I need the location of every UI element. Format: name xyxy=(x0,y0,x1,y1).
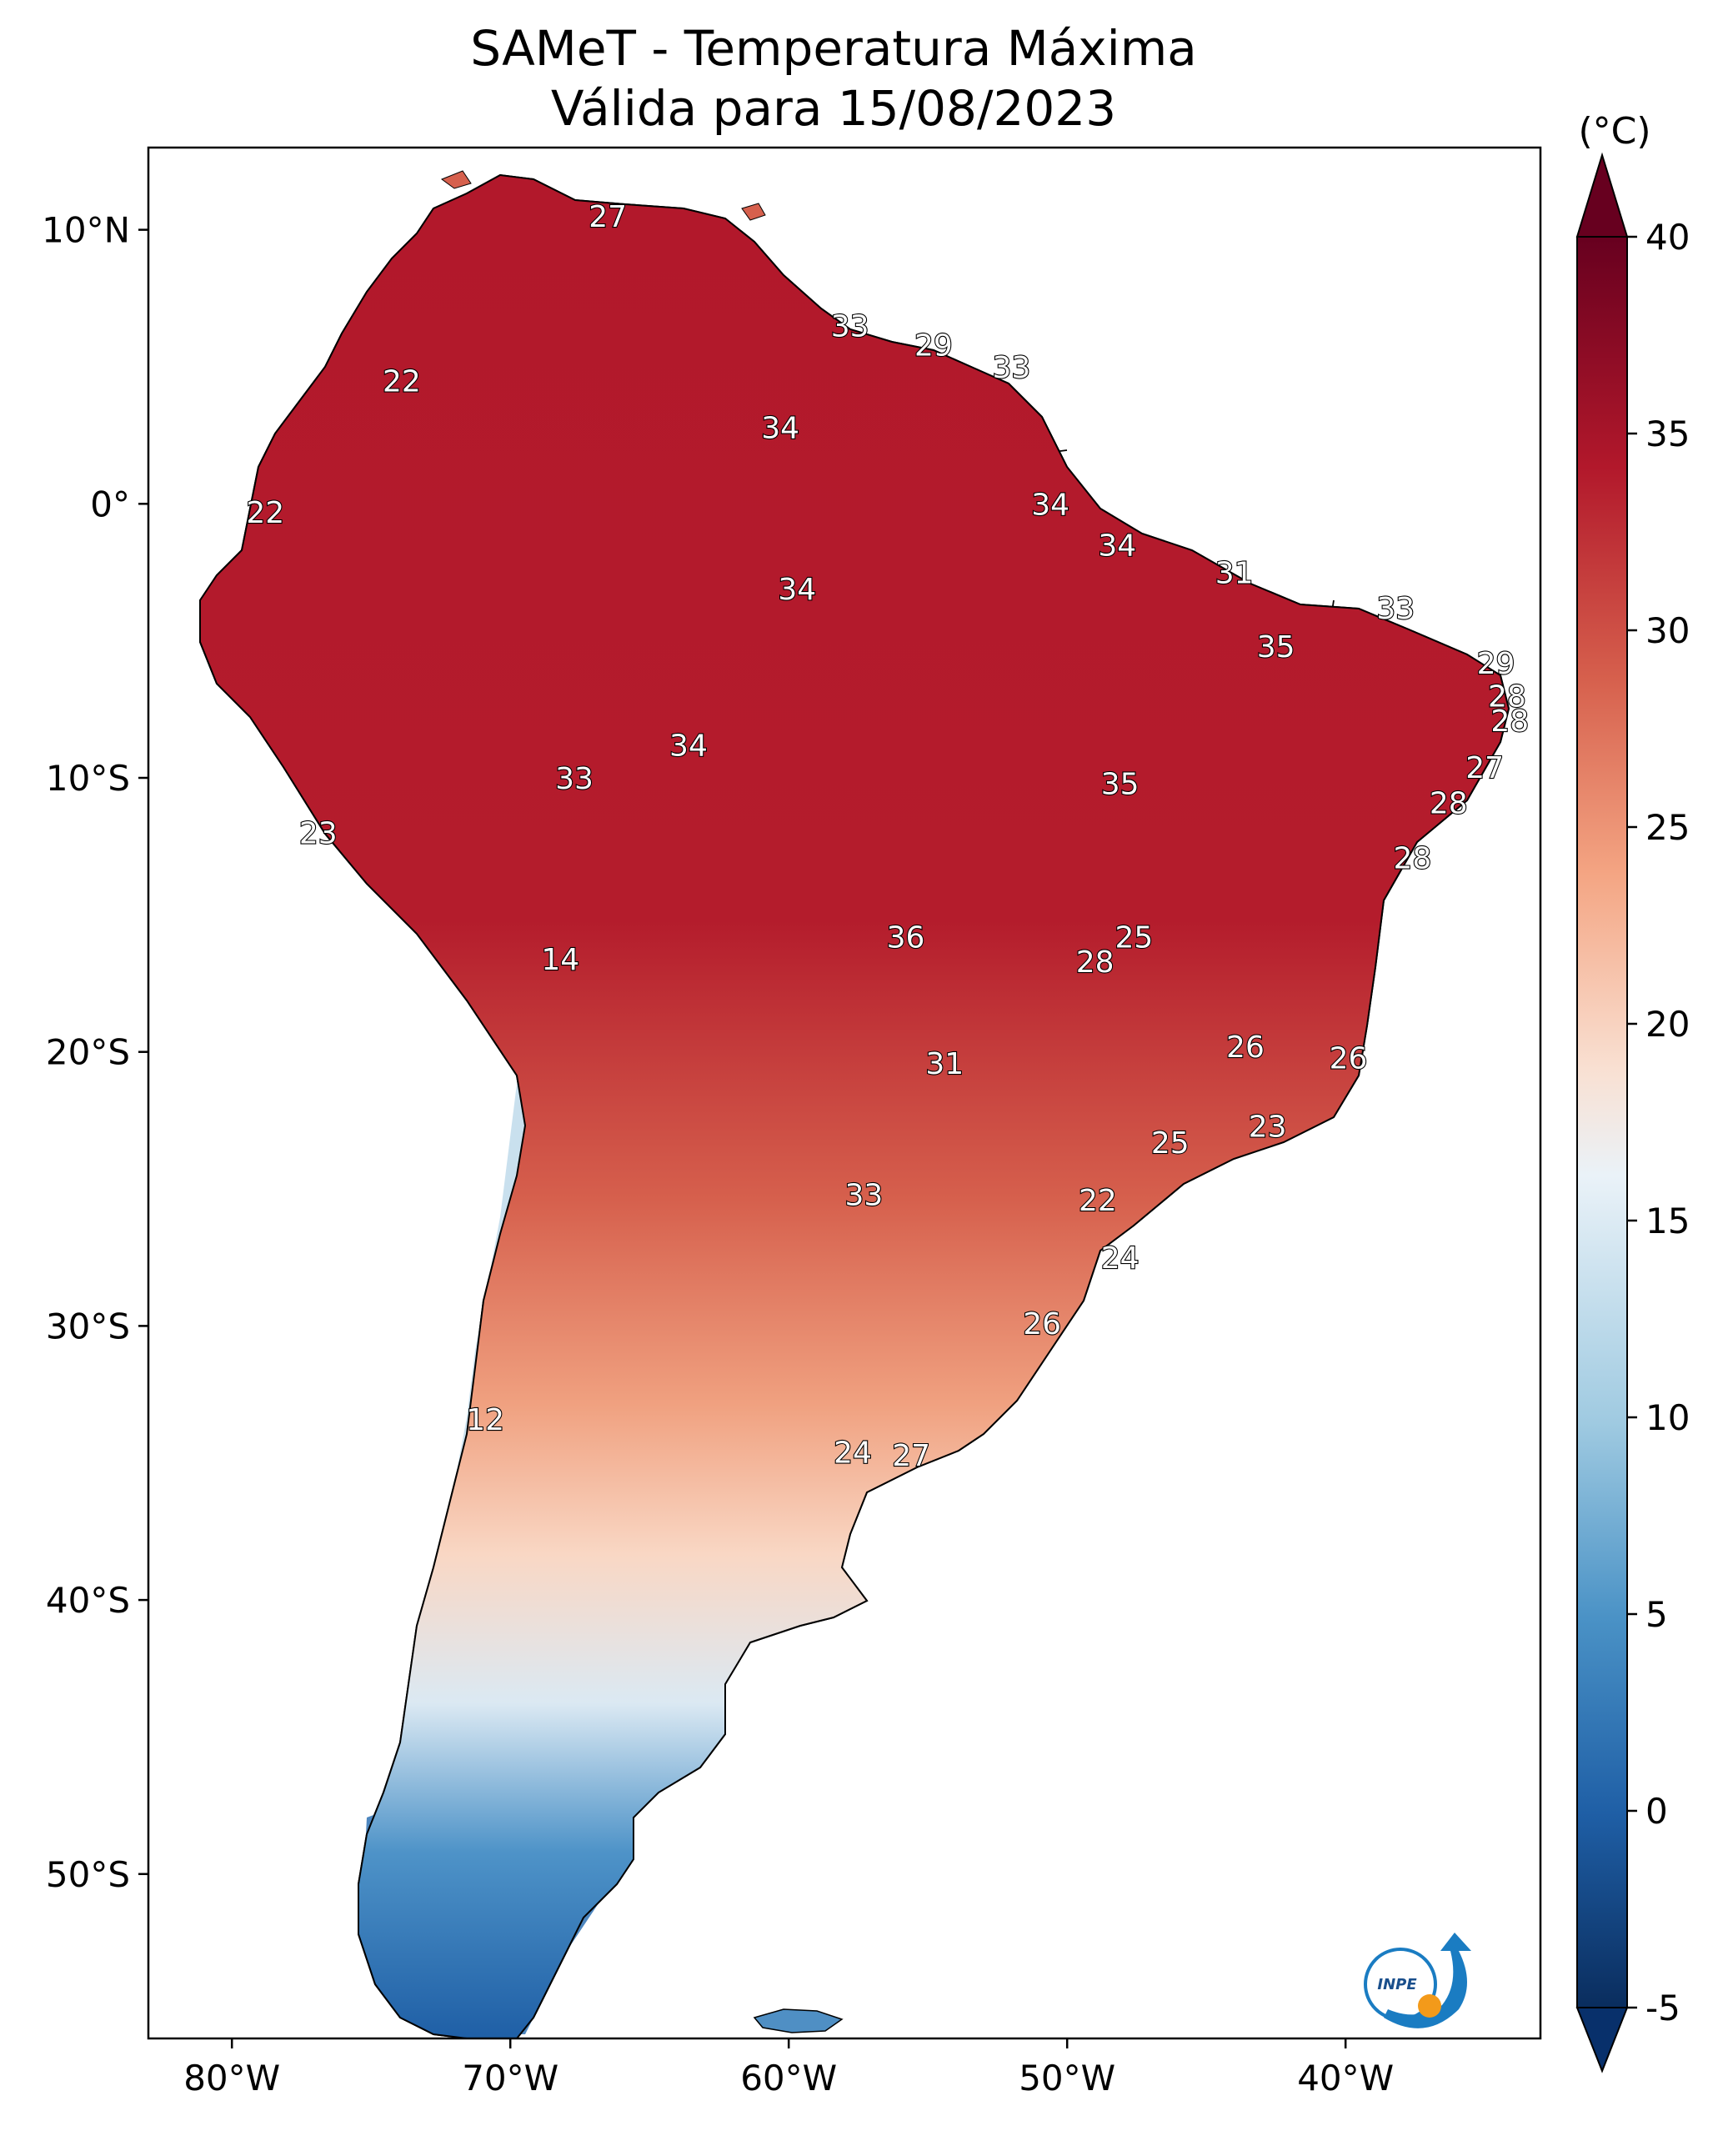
temperature-label: 23 xyxy=(299,817,338,851)
temperature-label: 14 xyxy=(541,943,579,977)
colorbar-tick-label: 25 xyxy=(1645,807,1690,848)
temperature-label: 28 xyxy=(1076,945,1114,980)
temperature-label: 27 xyxy=(589,200,627,234)
lat-tick-label: 40°S xyxy=(46,1580,130,1621)
temperature-label: 28 xyxy=(1488,679,1526,714)
colorbar: (°C) 40 35 30 25 20 15 10 5 0 -5 xyxy=(1575,110,1690,2073)
temperature-label: 34 xyxy=(761,411,799,445)
longitude-axis: 80°W 70°W 60°W 50°W 40°W xyxy=(183,2038,1394,2098)
lat-tick-label: 10°S xyxy=(46,758,130,799)
colorbar-tick-label: 15 xyxy=(1645,1201,1690,1241)
temperature-label: 28 xyxy=(1393,841,1431,875)
colorbar-tick-label: 10 xyxy=(1645,1397,1690,1438)
temperature-label: 35 xyxy=(1101,768,1139,802)
colorbar-top-extension xyxy=(1575,152,1629,238)
temperature-label: 36 xyxy=(887,921,925,955)
colorbar-tick-label: 35 xyxy=(1645,414,1690,454)
lon-tick-label: 80°W xyxy=(183,2058,280,2098)
colorbar-bottom-extension xyxy=(1575,2007,1629,2073)
lon-tick-label: 50°W xyxy=(1019,2058,1115,2098)
temperature-label: 34 xyxy=(1098,529,1136,564)
inpe-logo-text: INPE xyxy=(1377,1976,1417,1993)
temperature-label: 26 xyxy=(1226,1030,1265,1065)
temperature-label: 35 xyxy=(1257,630,1295,664)
temperature-label: 29 xyxy=(914,329,953,364)
temperature-label: 27 xyxy=(1465,751,1504,785)
temperature-label: 33 xyxy=(831,310,869,344)
colorbar-ticks: 40 35 30 25 20 15 10 5 0 -5 xyxy=(1627,217,1690,2028)
colorbar-tick-label: 5 xyxy=(1645,1594,1668,1635)
temperature-label: 34 xyxy=(669,730,708,764)
lat-tick-label: 0° xyxy=(90,484,130,524)
title-line-2: Válida para 15/08/2023 xyxy=(551,80,1116,137)
temperature-label: 22 xyxy=(246,496,284,530)
colorbar-tick-label: -5 xyxy=(1645,1988,1680,2028)
temperature-label: 34 xyxy=(1031,488,1069,522)
temperature-label: 34 xyxy=(778,573,816,607)
caribbean-islands xyxy=(440,170,766,221)
temperature-label: 29 xyxy=(1477,647,1515,681)
temperature-label: 31 xyxy=(1215,556,1254,590)
temperature-label: 33 xyxy=(992,351,1030,385)
temperature-label: 26 xyxy=(1023,1307,1061,1341)
temperature-label: 33 xyxy=(555,762,594,796)
lat-tick-label: 10°N xyxy=(42,210,130,251)
colorbar-unit-label: (°C) xyxy=(1578,110,1650,153)
lon-tick-label: 40°W xyxy=(1297,2058,1394,2098)
colorbar-tick-label: 30 xyxy=(1645,610,1690,651)
temperature-label: 12 xyxy=(466,1403,504,1437)
lat-tick-label: 30°S xyxy=(46,1306,130,1346)
colorbar-tick-label: 20 xyxy=(1645,1004,1690,1045)
temperature-label: 28 xyxy=(1490,704,1529,739)
lat-tick-label: 20°S xyxy=(46,1032,130,1073)
temperature-label: 23 xyxy=(1249,1110,1287,1144)
temperature-label: 26 xyxy=(1330,1041,1368,1075)
temperature-label: 33 xyxy=(1376,592,1415,626)
temperature-label: 24 xyxy=(834,1436,872,1471)
temperature-label: 24 xyxy=(1101,1241,1139,1276)
falkland-islands xyxy=(753,2008,844,2033)
temperature-label: 25 xyxy=(1114,921,1153,955)
temperature-label: 33 xyxy=(844,1179,883,1213)
inpe-logo: INPE xyxy=(1364,1933,1471,2028)
temperature-label: 25 xyxy=(1151,1126,1190,1161)
colorbar-bar xyxy=(1576,236,1628,2008)
colorbar-tick-label: 0 xyxy=(1645,1791,1668,1832)
lat-tick-label: 50°S xyxy=(46,1854,130,1895)
temperature-label: 31 xyxy=(925,1047,964,1081)
colorbar-tick-label: 40 xyxy=(1645,217,1690,258)
map-frame xyxy=(147,146,1542,2040)
title-line-1: SAMeT - Temperatura Máxima xyxy=(470,20,1197,77)
temperature-label: 28 xyxy=(1430,787,1468,821)
lon-tick-label: 70°W xyxy=(462,2058,558,2098)
temperature-label: 22 xyxy=(383,364,421,399)
lon-tick-label: 60°W xyxy=(740,2058,837,2098)
latitude-axis: 10°N 0° 10°S 20°S 30°S 40°S 50°S xyxy=(42,210,148,1895)
temperature-label: 27 xyxy=(892,1439,930,1473)
temperature-label: 22 xyxy=(1079,1184,1117,1218)
